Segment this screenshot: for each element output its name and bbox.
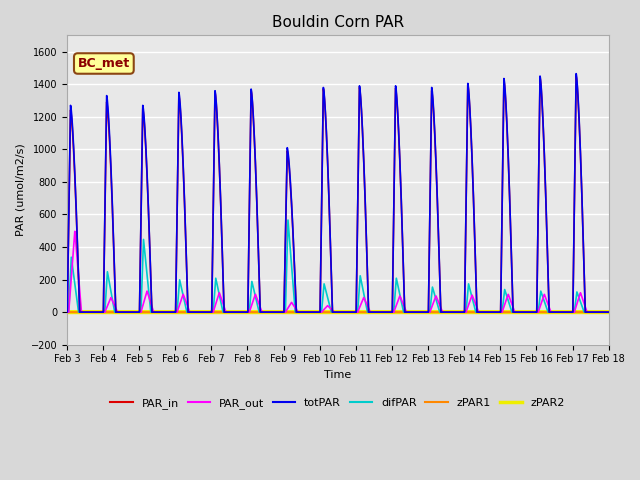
zPAR1 [324,309,332,315]
zPAR2 [324,309,332,315]
zPAR2 [129,309,136,315]
PAR_out [120,309,128,315]
PAR_out [245,309,253,315]
PAR_out [71,228,79,234]
PAR_in [324,176,332,181]
Text: BC_met: BC_met [77,57,130,70]
difPAR [438,309,446,315]
Y-axis label: PAR (umol/m2/s): PAR (umol/m2/s) [15,144,25,236]
PAR_in [129,309,136,315]
totPAR [438,309,446,315]
zPAR2 [120,309,128,315]
difPAR [605,309,612,315]
totPAR [605,309,612,315]
PAR_in [572,73,580,79]
zPAR1 [438,309,446,315]
PAR_out [438,309,446,315]
Legend: PAR_in, PAR_out, totPAR, difPAR, zPAR1, zPAR2: PAR_in, PAR_out, totPAR, difPAR, zPAR1, … [106,394,570,413]
PAR_in [605,309,612,315]
difPAR [284,217,292,223]
zPAR2 [245,309,253,315]
totPAR [63,309,71,315]
PAR_in [63,309,71,315]
zPAR1 [482,309,490,315]
zPAR1 [605,309,612,315]
totPAR [572,71,580,76]
PAR_in [245,249,253,254]
zPAR1 [63,309,71,315]
totPAR [324,175,332,180]
zPAR1 [120,309,128,315]
zPAR2 [605,309,612,315]
PAR_out [482,309,490,315]
X-axis label: Time: Time [324,370,351,380]
totPAR [482,309,490,315]
PAR_out [605,309,612,315]
difPAR [129,309,136,315]
Line: PAR_in: PAR_in [67,76,609,312]
totPAR [245,248,253,254]
zPAR1 [245,309,253,315]
totPAR [120,309,128,315]
PAR_out [324,303,332,309]
PAR_in [438,309,446,315]
difPAR [324,298,332,303]
PAR_out [63,309,71,315]
zPAR1 [129,309,136,315]
PAR_out [129,309,136,315]
difPAR [120,309,128,315]
Line: totPAR: totPAR [67,73,609,312]
Line: PAR_out: PAR_out [67,231,609,312]
zPAR2 [482,309,490,315]
difPAR [482,309,490,315]
totPAR [129,309,136,315]
PAR_in [482,309,490,315]
zPAR2 [63,309,71,315]
difPAR [63,309,71,315]
PAR_in [120,309,128,315]
Line: difPAR: difPAR [67,220,609,312]
Title: Bouldin Corn PAR: Bouldin Corn PAR [272,15,404,30]
difPAR [245,309,253,315]
zPAR2 [438,309,446,315]
